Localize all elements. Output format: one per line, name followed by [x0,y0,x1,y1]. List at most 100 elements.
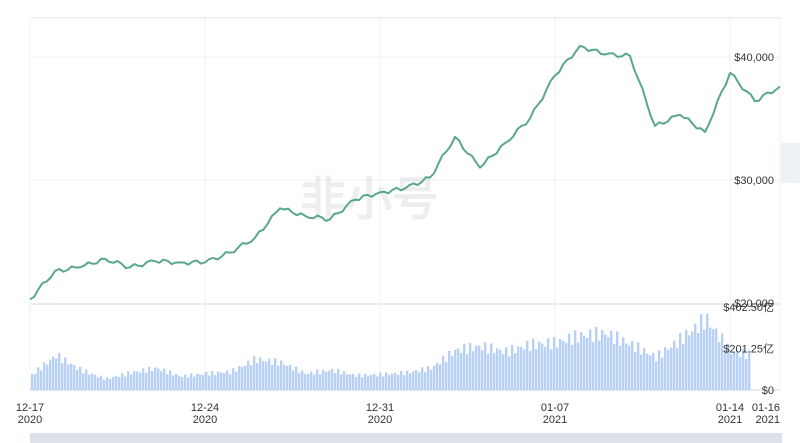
volume-bar [691,331,694,390]
volume-bar [427,366,430,390]
volume-bar [619,345,622,390]
volume-bar [352,373,355,390]
volume-bar [502,354,505,390]
volume-bar [499,349,502,390]
volume-bar [730,353,733,390]
volume-bar [697,333,700,390]
volume-bar [208,375,211,390]
y-tick-label-volume: $0 [762,385,774,397]
volume-bar [97,377,100,390]
volume-bar [355,377,358,390]
volume-bar [346,374,349,390]
volume-bar [667,350,670,390]
volume-bar [259,357,262,390]
x-tick-year: 2021 [543,414,567,426]
watermark: 非小号 [300,173,438,225]
volume-bar [193,376,196,390]
volume-bar [466,354,469,390]
volume-bar [694,323,697,390]
volume-bar [478,345,481,390]
volume-bar [304,373,307,390]
volume-bar [109,379,112,390]
volume-bar [136,371,139,390]
volume-bar [349,374,352,390]
volume-bar [412,371,415,390]
volume-bar [163,368,166,390]
volume-bar [226,370,229,390]
volume-bar [631,341,634,390]
volume-bar [718,342,721,390]
volume-bar [184,374,187,390]
volume-bar [625,343,628,390]
volume-bar [382,376,385,390]
volume-bar [511,345,514,390]
volume-bar [580,332,583,390]
volume-bars [31,313,751,390]
volume-bar [241,366,244,390]
volume-bar [328,370,331,390]
volume-bar [148,366,151,390]
volume-bar [685,330,688,390]
volume-bar [676,347,679,390]
volume-bar [172,375,175,390]
volume-bar [73,365,76,390]
volume-bar [616,331,619,390]
x-tick-label: 12-31 [366,402,394,414]
x-tick-labels: 12-17202012-24202012-31202001-07202101-1… [16,402,780,426]
volume-bar [88,374,91,390]
volume-bar [565,342,568,390]
volume-bar [397,375,400,390]
volume-bar [514,353,517,390]
volume-bar [727,343,730,390]
volume-bar [742,348,745,390]
volume-bar [556,347,559,390]
volume-bar [487,353,490,390]
volume-bar [361,377,364,390]
volume-bar [706,313,709,390]
volume-bar [145,372,148,390]
volume-bar [181,377,184,390]
grid-lines [29,18,781,390]
scroll-decor [30,143,800,443]
volume-bar [61,363,64,390]
volume-bar [205,371,208,390]
volume-bar [724,350,727,390]
volume-bar [67,364,70,390]
volume-bar [169,370,172,390]
volume-bar [559,338,562,390]
volume-bar [286,366,289,390]
volume-bar [526,340,529,390]
volume-bar [553,336,556,390]
volume-bar [532,338,535,390]
volume-bar [133,371,136,390]
volume-bar [391,373,394,390]
volume-bar [475,345,478,390]
volume-bar [31,373,34,390]
x-tick-year: 2020 [18,414,42,426]
volume-bar [37,367,40,390]
volume-bar [589,329,592,390]
volume-bar [505,347,508,390]
volume-bar [643,348,646,390]
volume-bar [583,335,586,390]
volume-bar [493,353,496,390]
range-scroll-bar [30,433,782,443]
volume-bar [124,376,127,390]
volume-bar [268,358,271,390]
volume-bar [628,345,631,390]
volume-bar [43,362,46,390]
volume-bar [679,333,682,390]
volume-bar [70,363,73,390]
volume-bar [274,358,277,390]
x-tick-label: 01-07 [541,402,569,414]
volume-bar [415,370,418,390]
volume-bar [64,357,67,390]
volume-bar [595,326,598,390]
volume-bar [307,373,310,390]
volume-bar [721,333,724,390]
volume-bar [211,370,214,390]
volume-bar [316,369,319,390]
volume-bar [79,366,82,390]
volume-bar [178,375,181,390]
volume-bar [421,367,424,390]
